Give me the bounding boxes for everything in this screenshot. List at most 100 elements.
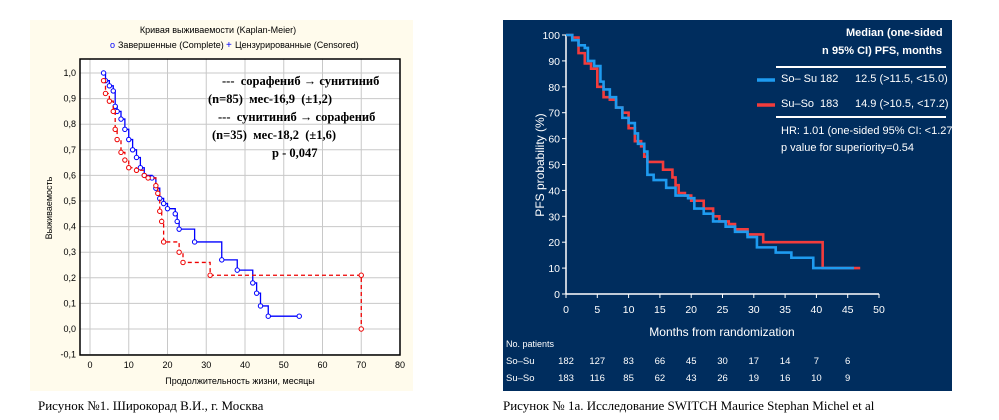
legend-row-n: 183: [820, 98, 839, 110]
right-x-tick-label: 5: [594, 304, 600, 316]
left-series-marker: [174, 218, 180, 225]
right-x-axis-label: Months from randomization: [649, 325, 794, 339]
legend-header-median-1: Median (one-sided: [846, 27, 943, 39]
right-caption: Рисунок № 1a. Исследование SWITCH Mauric…: [503, 398, 875, 413]
at-risk-row-name: Su–So: [506, 373, 535, 384]
left-series-marker: [100, 77, 107, 84]
at-risk-value: 183: [558, 373, 574, 384]
left-series-marker: [191, 239, 198, 245]
left-x-tick-label: 60: [317, 360, 327, 370]
left-series-marker: [176, 249, 182, 255]
right-x-tick-label: 40: [811, 304, 823, 316]
censored-marker-icon: +: [226, 40, 232, 51]
left-series-marker: [106, 83, 113, 89]
left-annotation-4: (n=35) мес-18,2 (±1,6): [212, 128, 337, 142]
at-risk-value: 83: [623, 356, 634, 367]
legend-row-name: So– Su: [781, 73, 818, 85]
left-caption: Рисунок №1. Широкорад В.И., г. Москва: [38, 398, 264, 413]
at-risk-value: 66: [655, 356, 666, 367]
left-series-marker: [153, 182, 159, 189]
at-risk-value: 7: [814, 356, 819, 367]
at-risk-value: 10: [811, 373, 822, 384]
right-y-tick-label: 30: [548, 211, 560, 223]
left-series-marker: [118, 116, 124, 122]
left-series-marker: [358, 272, 364, 278]
at-risk-value: 9: [845, 373, 850, 384]
left-y-tick-label: 0,4: [63, 222, 76, 232]
left-y-tick-label: 0,7: [63, 145, 76, 155]
left-x-tick-label: 70: [356, 360, 366, 370]
left-y-tick-label: 0,0: [63, 324, 76, 334]
left-series-marker: [133, 154, 140, 161]
left-annotation-2: (n=85) мес-16,9 (±1,2): [208, 92, 333, 106]
left-series-marker: [257, 303, 264, 309]
right-y-tick-label: 70: [548, 108, 560, 120]
left-series-marker: [265, 313, 271, 319]
left-x-tick-label: 40: [240, 360, 250, 370]
left-x-tick-label: 0: [87, 360, 92, 370]
at-risk-value: 14: [780, 356, 791, 367]
left-x-tick-label: 50: [279, 360, 289, 370]
left-series-marker: [129, 147, 136, 153]
at-risk-value: 17: [749, 356, 760, 367]
left-series-marker: [172, 211, 178, 217]
left-y-tick-label: 0,8: [63, 119, 76, 129]
left-series-marker: [118, 149, 124, 156]
right-y-tick-label: 0: [554, 289, 560, 301]
left-series-marker: [180, 259, 186, 266]
right-y-tick-label: 40: [548, 185, 560, 197]
at-risk-label: No. patients: [506, 339, 555, 349]
left-series-marker: [145, 175, 151, 181]
right-x-tick-label: 45: [842, 304, 854, 316]
legend-row-n: 182: [820, 73, 839, 85]
at-risk-value: 19: [749, 373, 760, 384]
left-series-marker: [160, 200, 167, 207]
left-series-marker: [358, 326, 364, 332]
right-y-tick-label: 100: [542, 30, 560, 42]
at-risk-value: 85: [623, 373, 634, 384]
right-series-line: [566, 33, 861, 270]
left-y-tick-label: 0,1: [63, 298, 76, 308]
right-x-tick-label: 25: [717, 304, 729, 316]
legend-complete-label: Завершенные (Complete): [118, 40, 224, 50]
at-risk-value: 45: [686, 356, 697, 367]
at-risk-value: 26: [717, 373, 728, 384]
left-series-marker: [253, 290, 260, 296]
left-series-marker: [114, 136, 120, 143]
left-y-tick-label: 0,5: [63, 196, 76, 206]
left-series-marker: [126, 136, 132, 143]
at-risk-value: 116: [590, 373, 605, 384]
left-x-axis-label: Продолжительность жизни, месяцы: [165, 376, 314, 386]
right-y-tick-label: 20: [548, 237, 560, 249]
left-series-marker: [112, 126, 118, 133]
left-series-marker: [106, 98, 113, 104]
left-plot-area: [80, 59, 400, 355]
legend-censored-label: Цензурированные (Censored): [235, 40, 359, 50]
left-series-marker: [219, 257, 225, 263]
left-x-tick-label: 10: [124, 360, 134, 370]
legend-row-median: 14.9 (>10.5, <17.2): [855, 98, 949, 110]
at-risk-value: 30: [717, 356, 728, 367]
left-series-marker: [102, 90, 109, 97]
left-y-tick-label: 0,3: [63, 247, 76, 257]
complete-marker-icon: o: [110, 40, 115, 50]
left-y-tick-label: 0,2: [63, 273, 76, 283]
left-series-marker: [110, 108, 116, 115]
p-value-text: p value for superiority=0.54: [781, 142, 914, 154]
left-series-marker: [234, 267, 240, 273]
left-series-marker: [296, 313, 302, 319]
left-series-marker: [141, 172, 147, 179]
left-series-marker: [155, 190, 161, 197]
left-annotation-5: p - 0,047: [272, 146, 318, 160]
left-annotation-1: --- сорафениб → сунитиниб: [222, 74, 380, 88]
right-y-axis-label: PFS probability (%): [533, 113, 547, 216]
left-plot-frame: [79, 58, 401, 356]
right-y-tick-label: 80: [548, 82, 560, 94]
at-risk-value: 6: [845, 356, 850, 367]
left-chart-title: Кривая выживаемости (Kaplan-Meier): [140, 25, 296, 35]
legend-header-median-2: 95% CI) PFS, months: [832, 45, 943, 57]
at-risk-value: 43: [686, 373, 697, 384]
left-series-marker: [160, 239, 167, 245]
right-chart-panel: [503, 20, 952, 391]
